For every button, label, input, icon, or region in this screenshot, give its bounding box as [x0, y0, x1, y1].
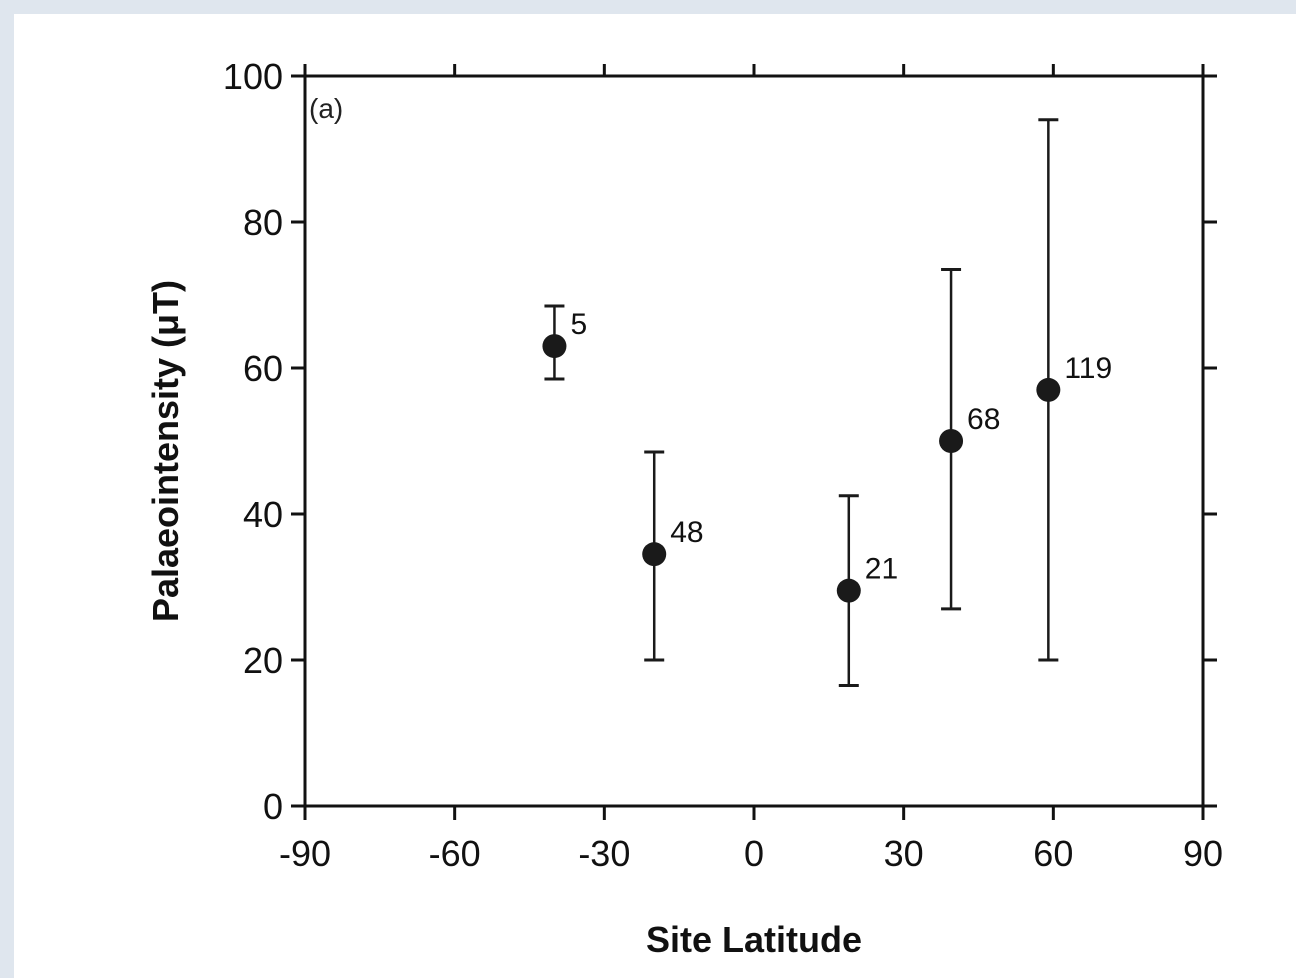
- data-point-label: 21: [865, 553, 898, 586]
- data-point-label: 48: [670, 516, 703, 549]
- data-points: 5 48 21 68 119: [542, 118, 1112, 688]
- y-axis-title: Palaeointensity (μT): [145, 280, 186, 622]
- y-tick-label: 40: [243, 494, 283, 535]
- data-point-label: 68: [967, 403, 1000, 436]
- x-axis-title: Site Latitude: [646, 919, 862, 960]
- data-point-label: 5: [570, 308, 587, 341]
- x-tick-label: -30: [578, 833, 630, 874]
- data-point-group: 5: [542, 304, 587, 381]
- y-tick-label: 0: [263, 786, 283, 827]
- y-tick-label: 60: [243, 348, 283, 389]
- data-point-group: 68: [939, 267, 1000, 611]
- x-tick-label: -60: [429, 833, 481, 874]
- data-point-marker: [1036, 377, 1061, 402]
- x-tick-label: 0: [744, 833, 764, 874]
- data-point-marker: [642, 542, 667, 567]
- x-tick-label: 90: [1183, 833, 1223, 874]
- plot-frame: [303, 74, 1205, 808]
- data-point-marker: [542, 334, 567, 359]
- data-point-marker: [939, 429, 964, 453]
- y-tick-label: 20: [243, 640, 283, 681]
- data-point-marker: [836, 578, 861, 603]
- data-point-group: 119: [1036, 118, 1112, 662]
- x-tick-label: 60: [1033, 833, 1073, 874]
- axes: [303, 74, 1205, 808]
- data-point-label: 119: [1064, 352, 1112, 385]
- panel-label: (a): [309, 93, 343, 124]
- x-tick-label: 30: [884, 833, 924, 874]
- axis-ticks: [291, 64, 1217, 820]
- data-point-group: 48: [642, 450, 704, 662]
- tick-labels: -90 -60 -30 0 30 60 90 0 20 40 60 80 100: [223, 56, 1223, 874]
- x-tick-label: -90: [279, 833, 331, 874]
- y-tick-label: 100: [223, 56, 283, 97]
- y-tick-label: 80: [243, 202, 283, 243]
- data-point-group: 21: [836, 494, 898, 688]
